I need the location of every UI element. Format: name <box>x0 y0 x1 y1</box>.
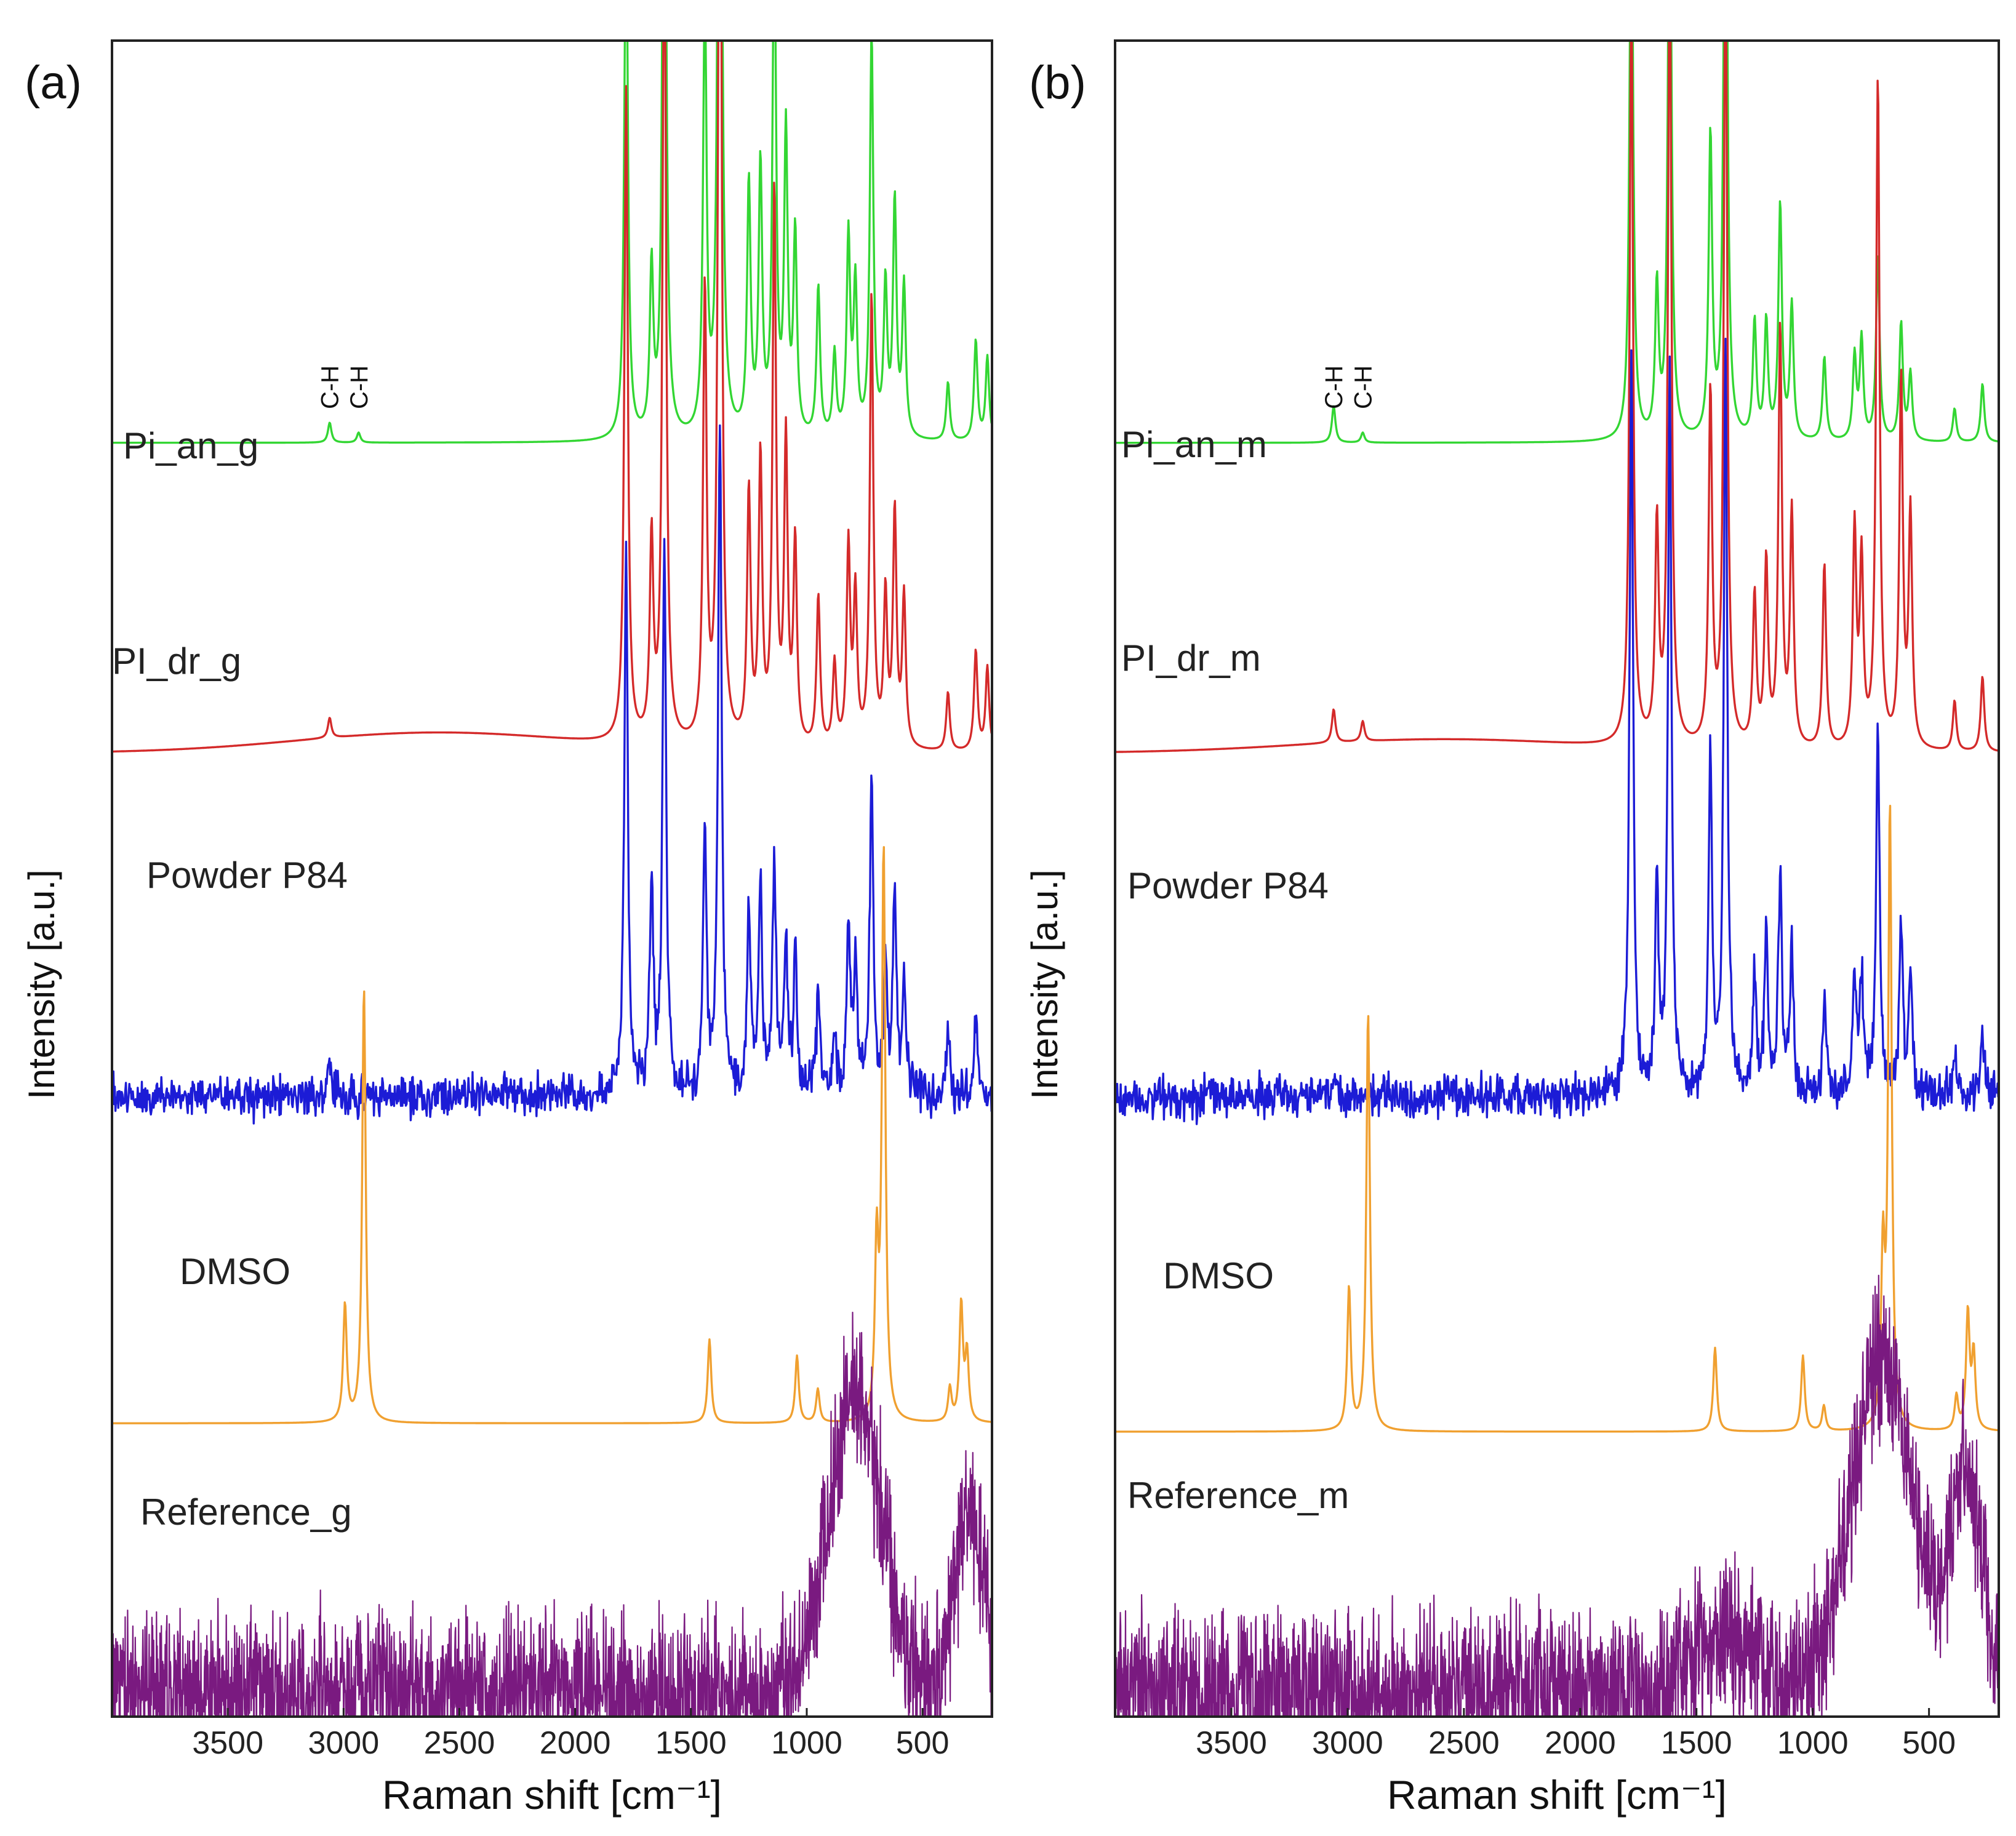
series-line-pi-an-m <box>1115 41 1999 444</box>
y-axis-label: Intensity [a.u.] <box>21 869 62 1100</box>
peak-annotation-c-h: C-H <box>317 365 344 409</box>
panel-b-chart: 3500 3000 2500 2000 1500 1000 500 Raman shift [… <box>1024 39 2000 1818</box>
series-label-pi-an-g: Pi_an_g <box>123 425 258 466</box>
x-tick-label: 3500 <box>192 1725 263 1761</box>
panel-label: (b) <box>1029 57 1086 109</box>
x-axis-label: Raman shift [cm⁻¹] <box>1387 1772 1727 1818</box>
series-line-powder-p84 <box>1115 337 1999 1125</box>
x-tick-label: 3500 <box>1196 1725 1267 1761</box>
x-tick-label: 1500 <box>1661 1725 1732 1761</box>
peak-annotation-c-h: C-H <box>1350 365 1377 409</box>
series-label-powder-p84: Powder P84 <box>1127 865 1329 906</box>
series-line-reference-g <box>112 1311 992 1717</box>
plot-area <box>112 41 992 1717</box>
x-tick-label: 2500 <box>1428 1725 1500 1761</box>
series-label-dmso: DMSO <box>180 1251 290 1292</box>
x-tick-label: 3000 <box>1312 1725 1383 1761</box>
series-line-pi-an-g <box>112 41 992 444</box>
series-line-powder-p84 <box>112 424 992 1125</box>
x-tick-label: 500 <box>1902 1725 1956 1761</box>
panel-a-chart: 3500 3000 2500 2000 1500 1000 500 Raman shift [… <box>21 39 993 1818</box>
series-label-reference-g: Reference_g <box>140 1491 352 1533</box>
series-line-reference-m <box>1115 1274 1999 1717</box>
series-label-pi-an-m: Pi_an_m <box>1121 424 1267 465</box>
series-line-dmso <box>1115 805 1999 1433</box>
y-axis-label: Intensity [a.u.] <box>1024 869 1065 1100</box>
x-tick-label: 1000 <box>1777 1725 1849 1761</box>
plot-frame <box>1114 39 2000 1718</box>
plot-frame <box>111 39 993 1718</box>
x-tick-label: 1500 <box>655 1725 727 1761</box>
series-label-pi-dr-m: PI_dr_m <box>1121 637 1261 679</box>
plot-area <box>1115 41 1999 1717</box>
x-tick-label: 1000 <box>771 1725 842 1761</box>
x-axis-label: Raman shift [cm⁻¹] <box>382 1772 722 1818</box>
x-tick-label: 2000 <box>540 1725 611 1761</box>
x-tick-label: 3000 <box>308 1725 379 1761</box>
peak-annotation-c-h: C-H <box>1321 365 1348 409</box>
peak-annotation-c-h: C-H <box>346 365 373 409</box>
panel-label: (a) <box>25 57 82 109</box>
series-label-pi-dr-g: PI_dr_g <box>112 641 241 682</box>
series-label-dmso: DMSO <box>1163 1255 1274 1296</box>
series-line-pi-dr-m <box>1115 41 1999 753</box>
series-label-powder-p84: Powder P84 <box>146 855 348 896</box>
x-tick-label: 2000 <box>1545 1725 1616 1761</box>
x-tick-label: 500 <box>896 1725 950 1761</box>
series-line-pi-dr-g <box>112 41 992 753</box>
series-label-reference-m: Reference_m <box>1127 1475 1349 1516</box>
x-tick-label: 2500 <box>424 1725 495 1761</box>
